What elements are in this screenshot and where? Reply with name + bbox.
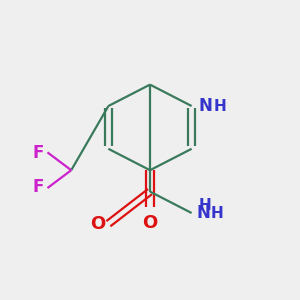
Text: O: O: [142, 214, 158, 232]
Text: H: H: [211, 206, 224, 220]
Text: N: N: [198, 97, 212, 115]
Text: O: O: [90, 215, 105, 233]
Text: F: F: [32, 144, 44, 162]
Text: N: N: [197, 204, 211, 222]
Text: F: F: [32, 178, 44, 196]
Text: H: H: [198, 198, 211, 213]
Text: H: H: [214, 98, 227, 113]
